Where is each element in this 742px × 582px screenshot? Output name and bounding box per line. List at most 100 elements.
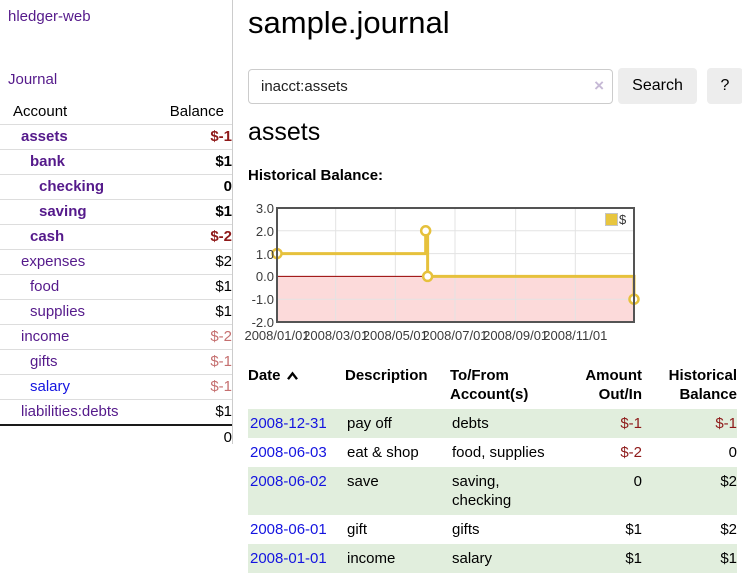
account-row-salary: salary $-1 (0, 374, 232, 400)
account-link[interactable]: checking (39, 178, 105, 195)
transaction-description: eat & shop (347, 444, 419, 461)
transaction-accounts: gifts (452, 521, 480, 538)
account-balance: $1 (215, 303, 232, 320)
legend-label: $ (619, 212, 627, 227)
sort-asc-icon (286, 371, 298, 380)
register-header-row: Date Description To/From Account(s) Amou… (248, 361, 737, 409)
transaction-date-link[interactable]: 2008-06-02 (250, 473, 327, 490)
transaction-accounts: saving, checking (452, 473, 512, 509)
main-content: sample.journal × Search ? assets Histori… (233, 0, 742, 582)
x-axis-tick-label: 2008/01/01 (244, 328, 310, 343)
chart-title: Historical Balance: (248, 167, 384, 184)
search-input[interactable] (248, 68, 613, 104)
app-title-link[interactable]: hledger-web (8, 8, 91, 25)
transaction-amount: $-2 (620, 444, 642, 461)
sidebar-item-journal[interactable]: Journal (8, 71, 58, 88)
transaction-date-link[interactable]: 2008-06-03 (250, 444, 327, 461)
search-button[interactable]: Search (618, 68, 697, 104)
account-heading: assets (248, 118, 321, 146)
register-row: 2008-12-31 pay off debts $-1 $-1 (248, 409, 737, 438)
accounts-total-row: 0 (0, 425, 232, 450)
transaction-balance: $-1 (715, 415, 737, 432)
account-balance: $-1 (210, 378, 232, 395)
account-link[interactable]: salary (30, 378, 71, 395)
transaction-balance: $2 (720, 521, 737, 538)
account-link[interactable]: food (30, 278, 60, 295)
register-col-balance: Historical Balance (668, 367, 737, 403)
transaction-amount: 0 (633, 473, 642, 490)
x-axis-tick-label: 2008/05/01 (362, 328, 428, 343)
help-button[interactable]: ? (707, 68, 742, 104)
account-balance: 0 (223, 178, 232, 195)
accounts-table: Account Balance assets $-1 bank $1 check… (0, 100, 232, 450)
account-row-checking: checking 0 (0, 174, 232, 200)
account-link[interactable]: saving (39, 203, 87, 220)
account-row-gifts: gifts $-1 (0, 349, 232, 375)
account-row-income: income $-2 (0, 324, 232, 350)
transaction-accounts: salary (452, 550, 493, 567)
account-balance: $1 (215, 403, 232, 420)
account-row-cash: cash $-2 (0, 224, 232, 250)
transaction-balance: 0 (728, 444, 737, 461)
legend-swatch-icon (605, 213, 618, 226)
transaction-amount: $1 (625, 550, 642, 567)
account-link[interactable]: assets (21, 128, 68, 145)
y-axis-tick-label: 3.0 (255, 201, 274, 216)
transaction-amount: $-1 (620, 415, 642, 432)
account-row-bank: bank $1 (0, 149, 232, 175)
search-bar: × Search ? (248, 68, 742, 104)
sidebar: hledger-web Journal Account Balance asse… (0, 0, 233, 446)
account-link[interactable]: cash (30, 228, 65, 245)
account-row-supplies: supplies $1 (0, 299, 232, 325)
account-row-assets: assets $-1 (0, 124, 232, 150)
transaction-date-link[interactable]: 2008-12-31 (250, 415, 327, 432)
transaction-description: income (347, 550, 396, 567)
transaction-date-link[interactable]: 2008-06-01 (250, 521, 327, 538)
transaction-date-link[interactable]: 2008-01-01 (250, 550, 327, 567)
account-link[interactable]: liabilities:debts (21, 403, 119, 420)
account-link[interactable]: gifts (30, 353, 58, 370)
register-col-accounts: To/From Account(s) (450, 367, 529, 403)
register-col-amount: Amount Out/In (585, 367, 642, 403)
x-axis-tick-label: 2008/07/01 (422, 328, 488, 343)
account-row-saving: saving $1 (0, 199, 232, 225)
transaction-description: save (347, 473, 379, 490)
account-balance: $1 (215, 153, 232, 170)
accounts-total: 0 (223, 429, 232, 446)
transaction-description: gift (347, 521, 368, 538)
transaction-accounts: food, supplies (452, 444, 545, 461)
y-axis-tick-label: 2.0 (255, 223, 274, 239)
balance-chart: $ 3.0 2.0 1.0 0.0 -1.0 -2.0 2008/01/01 2008/03/… (244, 201, 648, 351)
account-balance: $1 (215, 203, 232, 220)
register-row: 2008-01-01 income salary $1 $1 (248, 544, 737, 573)
account-link[interactable]: expenses (21, 253, 86, 270)
chart-legend: $ (605, 212, 626, 227)
register-table: Date Description To/From Account(s) Amou… (248, 361, 737, 573)
y-axis-tick-label: -1.0 (251, 292, 274, 308)
transaction-accounts: debts (452, 415, 489, 432)
transaction-balance: $1 (720, 550, 737, 567)
transaction-description: pay off (347, 415, 392, 432)
register-col-date[interactable]: Date (248, 361, 345, 409)
x-axis-tick-label: 2008/11/01 (543, 328, 608, 343)
account-balance: $-1 (210, 128, 232, 145)
register-row: 2008-06-01 gift gifts $1 $2 (248, 515, 737, 544)
clear-search-icon[interactable]: × (594, 75, 604, 95)
y-axis-tick-label: 1.0 (255, 246, 274, 262)
account-balance: $-2 (210, 328, 232, 345)
transaction-balance: $2 (720, 473, 737, 490)
date-header-label: Date (248, 367, 281, 384)
account-link[interactable]: bank (30, 153, 66, 170)
register-col-description: Description (345, 367, 428, 384)
accounts-col-balance: Balance (169, 103, 224, 120)
y-axis-tick-label: -2.0 (251, 315, 274, 330)
account-row-food: food $1 (0, 274, 232, 300)
account-link[interactable]: income (21, 328, 70, 345)
account-balance: $-1 (210, 353, 232, 370)
page-title: sample.journal (248, 5, 450, 40)
account-link[interactable]: supplies (30, 303, 86, 320)
accounts-col-account: Account (13, 103, 68, 120)
register-row: 2008-06-02 save saving, checking 0 $2 (248, 467, 737, 515)
account-row-expenses: expenses $2 (0, 249, 232, 275)
transaction-amount: $1 (625, 521, 642, 538)
